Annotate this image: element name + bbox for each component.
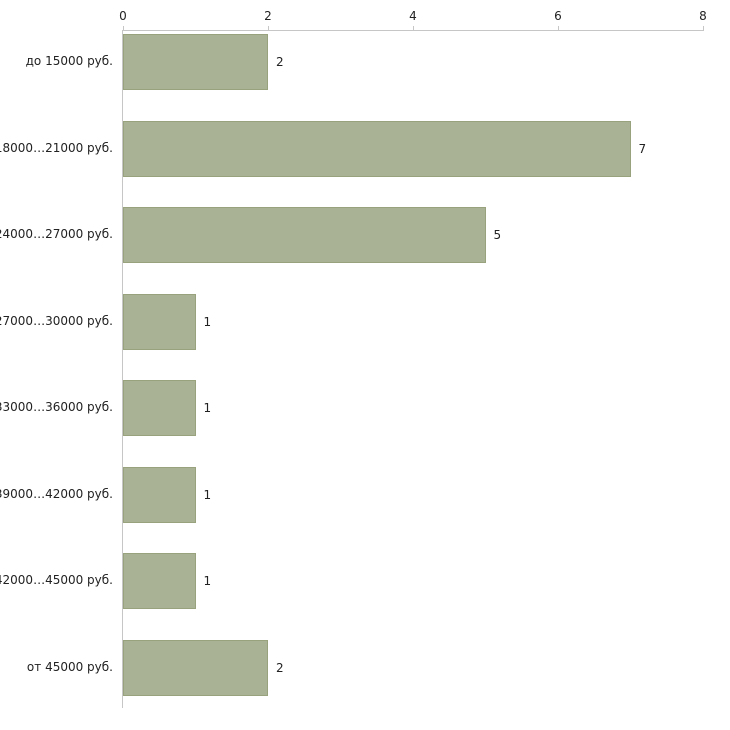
x-axis-tick: [123, 26, 124, 31]
category-label: 24000…27000 руб.: [0, 227, 113, 242]
bar-value-label: 1: [203, 401, 212, 416]
category-labels: до 15000 руб. 18000…21000 руб. 24000…27000…: [0, 30, 117, 707]
bar: [123, 380, 196, 437]
x-axis-tick: [268, 26, 269, 31]
bar-value-label: 1: [203, 574, 212, 589]
bar: [123, 640, 268, 696]
category-label: 33000…36000 руб.: [0, 400, 113, 415]
category-label: от 45000 руб.: [26, 660, 113, 674]
bar: [123, 34, 268, 90]
bar: [123, 466, 196, 523]
bar-value-label: 7: [638, 141, 647, 156]
category-label: 39000…42000 руб.: [0, 486, 113, 501]
bar: [123, 293, 196, 350]
x-axis-tick-label: 2: [264, 9, 272, 23]
plot-area: 0 2 4 6 8 2 7 5 1 1 1 1 2: [119, 9, 707, 708]
bar-value-label: 1: [203, 487, 212, 502]
category-label: 27000…30000 руб.: [0, 313, 113, 328]
x-axis-tick-label: 8: [699, 9, 707, 23]
bar: [123, 553, 196, 610]
x-axis-tick: [558, 26, 559, 31]
category-label: 18000…21000 руб.: [0, 140, 113, 155]
category-label: 42000…45000 руб.: [0, 573, 113, 588]
x-axis-tick: [413, 26, 414, 31]
x-axis-tick: [703, 26, 704, 31]
bar: [123, 120, 631, 177]
bar: [123, 207, 486, 264]
category-label: до 15000 руб.: [25, 54, 113, 68]
x-axis-tick-label: 0: [119, 9, 127, 23]
bar-value-label: 1: [203, 314, 212, 329]
bar-value-label: 2: [276, 55, 284, 69]
x-axis-tick-label: 4: [409, 9, 417, 23]
x-axis-tick-label: 6: [554, 9, 562, 23]
bar-value-label: 2: [276, 661, 284, 675]
bar-value-label: 5: [493, 228, 502, 243]
